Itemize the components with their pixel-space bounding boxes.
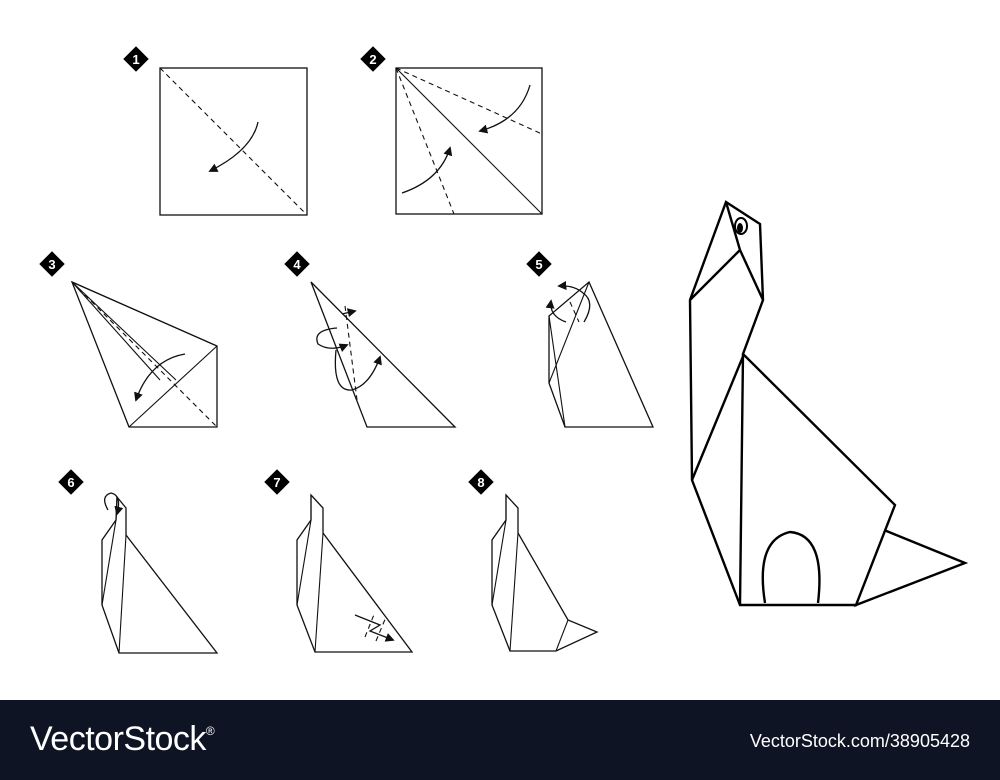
- step-2: 2: [360, 46, 543, 215]
- watermark-footer: VectorStock® VectorStock.com/38905428: [0, 700, 1000, 780]
- crease-neck: [491, 519, 507, 606]
- stock-id-label: VectorStock.com/38905428: [749, 731, 970, 751]
- neck-shape: [548, 280, 654, 428]
- step-badge: 2: [360, 46, 386, 72]
- wolf-shape: [491, 493, 599, 652]
- step-badge: 5: [526, 251, 552, 277]
- step-badge: 3: [39, 251, 65, 277]
- step-number: 8: [477, 475, 484, 490]
- crease-lower: [128, 345, 218, 428]
- fold-line-dashed: [569, 301, 580, 323]
- step-number: 6: [67, 475, 74, 490]
- neck-body-shape: [296, 493, 414, 653]
- crease-body: [509, 532, 519, 652]
- fold-line-dashed-lower: [395, 67, 455, 215]
- origami-instructions-diagram: 1 2 3 4: [39, 46, 969, 654]
- fold-line-dashed-1: [364, 611, 376, 638]
- step-badge: 4: [284, 251, 310, 277]
- step-number: 1: [132, 52, 139, 67]
- fold-line-dashed: [159, 67, 308, 216]
- fold-arrow-lower: [545, 299, 567, 323]
- final-wolf: [688, 200, 969, 608]
- crease-flap-1: [71, 281, 177, 381]
- crease-edge: [71, 281, 218, 347]
- trademark-symbol: ®: [205, 724, 215, 738]
- crease-body: [118, 534, 127, 654]
- wolf-head-crease: [724, 201, 742, 251]
- step-4: 4: [284, 251, 457, 428]
- crease-neck: [101, 519, 117, 606]
- step-7: 7: [264, 469, 414, 653]
- fold-line-dashed: [71, 281, 218, 428]
- fold-arrow: [104, 492, 124, 516]
- wolf-body: [688, 200, 897, 607]
- step-3: 3: [39, 251, 218, 428]
- crease-neck: [548, 281, 590, 384]
- wolf-neck-crease: [690, 353, 746, 481]
- vectorstock-logo: VectorStock®: [30, 720, 215, 759]
- brand-name: VectorStock: [30, 720, 206, 758]
- step-number: 5: [535, 257, 542, 272]
- crease-body: [314, 532, 324, 653]
- wolf-pupil: [737, 223, 743, 233]
- wolf-neck-crease-upper: [689, 249, 741, 301]
- fold-arrow: [134, 353, 186, 402]
- step-badge: 6: [58, 469, 84, 495]
- crease-diagonal: [395, 67, 543, 215]
- fold-arrow-upper: [478, 84, 531, 134]
- crease-tail: [555, 619, 569, 652]
- fold-arrow: [208, 121, 259, 172]
- fold-line-dashed-2: [375, 616, 387, 642]
- step-badge: 7: [264, 469, 290, 495]
- step-1: 1: [123, 46, 308, 216]
- fold-arrow: [354, 614, 395, 642]
- direction-tick: [341, 308, 357, 318]
- crease-neck: [296, 519, 312, 606]
- wolf-body-crease: [738, 353, 745, 606]
- step-8: 8: [468, 469, 599, 652]
- step-number: 3: [48, 257, 55, 272]
- fold-arrow-lower: [334, 349, 382, 391]
- crease-body: [548, 315, 566, 428]
- fold-arrow-upper: [316, 327, 349, 352]
- triangle-shape: [310, 281, 457, 428]
- step-number: 4: [293, 257, 301, 272]
- step-number: 7: [273, 475, 280, 490]
- fold-arrow-lower: [401, 146, 453, 194]
- step-6: 6: [58, 469, 219, 654]
- wolf-snout-crease: [738, 249, 765, 301]
- crease-flap-2: [71, 281, 161, 381]
- step-number: 2: [369, 52, 376, 67]
- wolf-leg-arch: [761, 530, 821, 604]
- fold-arrow-upper: [557, 280, 591, 323]
- fold-line-dashed: [344, 305, 358, 401]
- neck-body-shape: [101, 495, 219, 654]
- step-badge: 8: [468, 469, 494, 495]
- step-badge: 1: [123, 46, 149, 72]
- step-5: 5: [526, 251, 654, 428]
